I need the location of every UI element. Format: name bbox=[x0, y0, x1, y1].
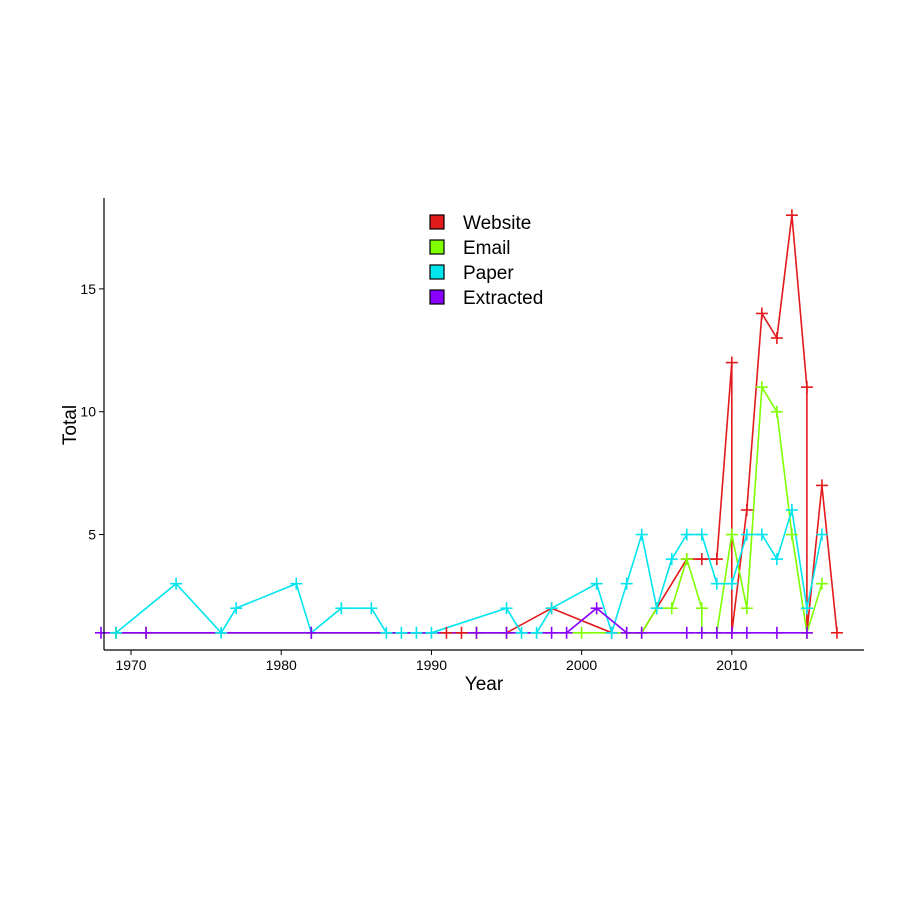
data-point-paper bbox=[740, 528, 753, 541]
data-point-extracted bbox=[500, 626, 513, 639]
data-point-email bbox=[575, 626, 588, 639]
data-point-extracted bbox=[620, 626, 633, 639]
data-point-extracted bbox=[590, 602, 603, 615]
legend-item-website: Website bbox=[429, 213, 531, 234]
data-point-paper bbox=[695, 528, 708, 541]
data-point-paper bbox=[725, 577, 738, 590]
y-tick-label: 15 bbox=[80, 281, 96, 297]
data-point-paper bbox=[515, 626, 528, 639]
legend-item-email: Email bbox=[429, 238, 511, 259]
data-point-paper bbox=[380, 626, 393, 639]
data-point-paper bbox=[215, 626, 228, 639]
data-point-website bbox=[830, 626, 843, 639]
data-point-paper bbox=[530, 626, 543, 639]
data-point-website bbox=[755, 307, 768, 320]
data-point-extracted bbox=[140, 626, 153, 639]
data-point-extracted bbox=[770, 626, 783, 639]
data-point-email bbox=[725, 528, 738, 541]
x-tick-label: 1980 bbox=[266, 657, 297, 673]
legend-swatch bbox=[429, 214, 445, 230]
data-point-paper bbox=[365, 602, 378, 615]
data-point-website bbox=[710, 553, 723, 566]
data-point-paper bbox=[230, 602, 243, 615]
data-point-paper bbox=[800, 602, 813, 615]
data-point-paper bbox=[680, 528, 693, 541]
series-line-paper bbox=[115, 509, 823, 636]
data-point-website bbox=[740, 503, 753, 516]
y-tick-label: 5 bbox=[88, 527, 96, 543]
data-point-email bbox=[695, 602, 708, 615]
data-point-email bbox=[665, 602, 678, 615]
data-point-website bbox=[785, 209, 798, 222]
data-point-paper bbox=[410, 626, 423, 639]
data-point-paper bbox=[545, 602, 558, 615]
data-point-paper bbox=[710, 577, 723, 590]
legend-swatch bbox=[429, 289, 445, 305]
data-point-paper bbox=[395, 626, 408, 639]
data-point-website bbox=[770, 332, 783, 345]
data-point-paper bbox=[650, 602, 663, 615]
data-point-extracted bbox=[305, 626, 318, 639]
legend-item-paper: Paper bbox=[429, 263, 514, 284]
data-point-paper bbox=[605, 626, 618, 639]
data-point-paper bbox=[590, 577, 603, 590]
data-point-paper bbox=[785, 503, 798, 516]
data-point-extracted bbox=[94, 626, 107, 639]
data-point-paper bbox=[290, 577, 303, 590]
data-point-extracted bbox=[710, 626, 723, 639]
legend-swatch bbox=[429, 264, 445, 280]
data-point-email bbox=[785, 528, 798, 541]
y-tick-label: 10 bbox=[80, 404, 96, 420]
data-point-email bbox=[755, 381, 768, 394]
data-point-extracted bbox=[740, 626, 753, 639]
legend-label: Email bbox=[463, 238, 511, 259]
data-point-website bbox=[800, 381, 813, 394]
data-point-paper bbox=[425, 626, 438, 639]
series-line-email bbox=[116, 384, 823, 634]
data-point-paper bbox=[170, 577, 183, 590]
data-point-paper bbox=[665, 553, 678, 566]
data-point-paper bbox=[620, 577, 633, 590]
data-point-extracted bbox=[680, 626, 693, 639]
data-point-paper bbox=[110, 626, 123, 639]
data-point-email bbox=[815, 577, 828, 590]
legend-label: Website bbox=[463, 213, 531, 234]
data-point-website bbox=[695, 553, 708, 566]
data-point-extracted bbox=[725, 626, 738, 639]
data-point-paper bbox=[635, 528, 648, 541]
data-point-website bbox=[725, 356, 738, 369]
data-point-website bbox=[815, 479, 828, 492]
data-point-website bbox=[455, 626, 468, 639]
data-point-email bbox=[770, 405, 783, 418]
x-axis-title: Year bbox=[465, 674, 504, 695]
data-point-extracted bbox=[545, 626, 558, 639]
series-markers bbox=[94, 209, 843, 639]
data-point-paper bbox=[770, 553, 783, 566]
legend-item-extracted: Extracted bbox=[429, 288, 543, 309]
data-point-extracted bbox=[800, 626, 813, 639]
x-tick-label: 2000 bbox=[566, 657, 597, 673]
data-point-website bbox=[440, 626, 453, 639]
x-tick-label: 2010 bbox=[716, 657, 747, 673]
data-point-email bbox=[740, 602, 753, 615]
legend: Website Email Paper Extracted bbox=[429, 213, 543, 309]
x-tick-label: 1970 bbox=[115, 657, 146, 673]
data-point-paper bbox=[815, 528, 828, 541]
data-point-paper bbox=[335, 602, 348, 615]
data-point-paper bbox=[755, 528, 768, 541]
legend-label: Extracted bbox=[463, 288, 543, 309]
x-tick-label: 1990 bbox=[416, 657, 447, 673]
data-point-extracted bbox=[560, 626, 573, 639]
data-point-email bbox=[680, 553, 693, 566]
legend-swatch bbox=[429, 239, 445, 255]
data-point-extracted bbox=[695, 626, 708, 639]
data-point-paper bbox=[500, 602, 513, 615]
legend-label: Paper bbox=[463, 263, 514, 284]
axes: 1970 1980 1990 2000 2010 5 10 15 bbox=[80, 198, 864, 673]
data-point-extracted bbox=[635, 626, 648, 639]
data-point-extracted bbox=[470, 626, 483, 639]
y-axis-title: Total bbox=[60, 405, 81, 445]
